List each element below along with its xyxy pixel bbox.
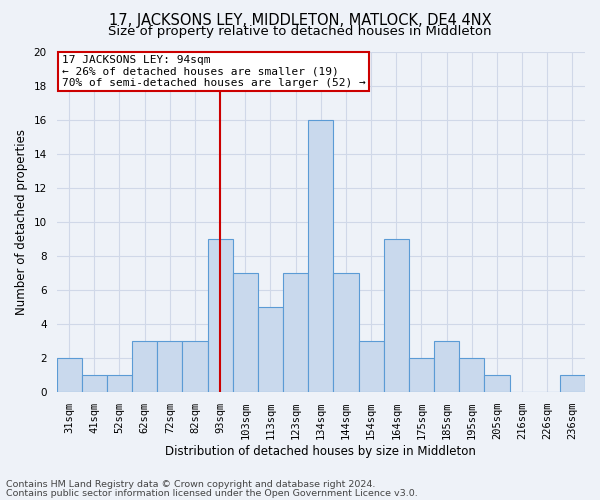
Bar <box>560 374 585 392</box>
Bar <box>359 340 383 392</box>
Bar <box>484 374 509 392</box>
Bar <box>233 272 258 392</box>
Bar <box>334 272 359 392</box>
Bar <box>459 358 484 392</box>
Bar <box>107 374 132 392</box>
Bar <box>283 272 308 392</box>
Bar <box>182 340 208 392</box>
Text: 17 JACKSONS LEY: 94sqm
← 26% of detached houses are smaller (19)
70% of semi-det: 17 JACKSONS LEY: 94sqm ← 26% of detached… <box>62 55 365 88</box>
Bar <box>208 238 233 392</box>
Text: Size of property relative to detached houses in Middleton: Size of property relative to detached ho… <box>108 25 492 38</box>
Bar <box>308 120 334 392</box>
Bar <box>383 238 409 392</box>
Bar <box>434 340 459 392</box>
Text: Contains public sector information licensed under the Open Government Licence v3: Contains public sector information licen… <box>6 488 418 498</box>
Bar <box>409 358 434 392</box>
Bar <box>56 358 82 392</box>
Text: 17, JACKSONS LEY, MIDDLETON, MATLOCK, DE4 4NX: 17, JACKSONS LEY, MIDDLETON, MATLOCK, DE… <box>109 12 491 28</box>
X-axis label: Distribution of detached houses by size in Middleton: Distribution of detached houses by size … <box>166 444 476 458</box>
Bar <box>258 306 283 392</box>
Text: Contains HM Land Registry data © Crown copyright and database right 2024.: Contains HM Land Registry data © Crown c… <box>6 480 376 489</box>
Y-axis label: Number of detached properties: Number of detached properties <box>15 128 28 314</box>
Bar <box>157 340 182 392</box>
Bar <box>82 374 107 392</box>
Bar <box>132 340 157 392</box>
